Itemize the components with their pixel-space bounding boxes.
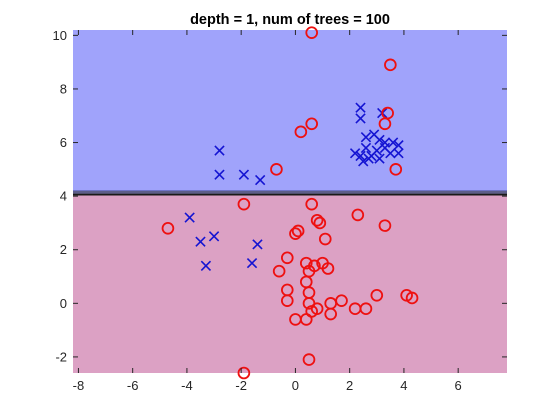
cross-marker: [385, 148, 396, 159]
cross-marker: [214, 145, 225, 156]
circle-marker: [289, 227, 302, 240]
circle-marker: [305, 197, 319, 211]
circle-marker: [378, 219, 392, 232]
cross-marker: [254, 174, 266, 186]
axis-tick-labels: -8 -6 -4 -2 0 2 4 6 -2 0 2 4 6 8 10: [53, 28, 462, 393]
plot-area: -8 -6 -4 -2 0 2 4 6 -2 0 2 4 6 8 10: [53, 26, 507, 393]
circle-marker: [324, 307, 337, 321]
circle-marker: [351, 208, 365, 222]
cross-marker: [195, 236, 206, 247]
circle-marker: [299, 256, 313, 270]
circle-marker: [318, 232, 332, 246]
circle-marker: [370, 288, 384, 302]
circle-marker: [384, 58, 397, 72]
circle-marker: [237, 366, 251, 380]
cross-marker: [238, 169, 250, 180]
axis-ticks: [73, 30, 507, 373]
y-tick-label: 0: [60, 296, 67, 311]
y-tick-label: 8: [60, 81, 67, 96]
cross-marker: [355, 113, 366, 124]
circle-marker: [310, 213, 324, 227]
x-tick-label: -6: [127, 378, 139, 393]
cross-marker: [200, 260, 212, 271]
y-tick-label: 10: [53, 28, 67, 43]
cross-marker: [355, 150, 366, 162]
circle-marker: [335, 294, 348, 307]
circle-marker: [272, 264, 286, 278]
circle-marker: [313, 216, 327, 230]
circle-marker: [291, 224, 305, 238]
cross-marker: [252, 239, 263, 250]
circle-marker: [302, 353, 316, 366]
x-tick-label: -2: [235, 378, 247, 393]
x-tick-label: -4: [181, 378, 193, 393]
circle-marker: [305, 26, 319, 39]
circle-marker: [321, 262, 335, 275]
cross-marker: [360, 142, 372, 154]
y-tick-label: 6: [60, 135, 67, 150]
circle-marker: [237, 197, 251, 211]
x-tick-label: 2: [346, 378, 353, 393]
cross-marker: [374, 153, 385, 164]
chart-title: depth = 1, num of trees = 100: [190, 12, 390, 28]
cross-marker: [355, 102, 366, 113]
cross-marker: [363, 153, 374, 164]
cross-marker: [374, 134, 385, 146]
x-tick-label: 6: [455, 378, 462, 393]
circle-marker: [280, 294, 294, 307]
cross-marker: [393, 148, 404, 159]
cross-marker: [349, 148, 361, 159]
cross-marker: [371, 145, 382, 156]
lower-decision-region: [73, 193, 507, 373]
circle-marker: [161, 221, 175, 235]
circle-marker: [294, 125, 308, 139]
circle-marker: [389, 163, 403, 176]
upper-decision-region: [73, 30, 507, 194]
cross-marker: [358, 156, 369, 167]
x-tick-label: 0: [292, 378, 299, 393]
circle-marker: [305, 117, 319, 131]
y-tick-label: -2: [55, 349, 67, 364]
cross-marker: [246, 257, 258, 269]
data-markers: [161, 26, 419, 380]
x-tick-label: -8: [73, 378, 85, 393]
cross-marker: [360, 132, 372, 143]
cross-marker: [214, 169, 225, 180]
cross-marker: [387, 137, 399, 148]
circle-marker: [405, 291, 419, 305]
cross-marker: [184, 212, 195, 223]
circle-marker: [359, 302, 373, 315]
circle-marker: [280, 251, 294, 265]
cross-marker: [208, 231, 220, 242]
cross-marker: [393, 140, 404, 151]
y-tick-label: 4: [60, 189, 67, 204]
x-tick-label: 4: [400, 378, 407, 393]
circle-marker: [378, 117, 392, 131]
circle-marker: [270, 163, 283, 176]
circle-marker: [310, 302, 324, 315]
y-tick-label: 2: [60, 242, 67, 257]
